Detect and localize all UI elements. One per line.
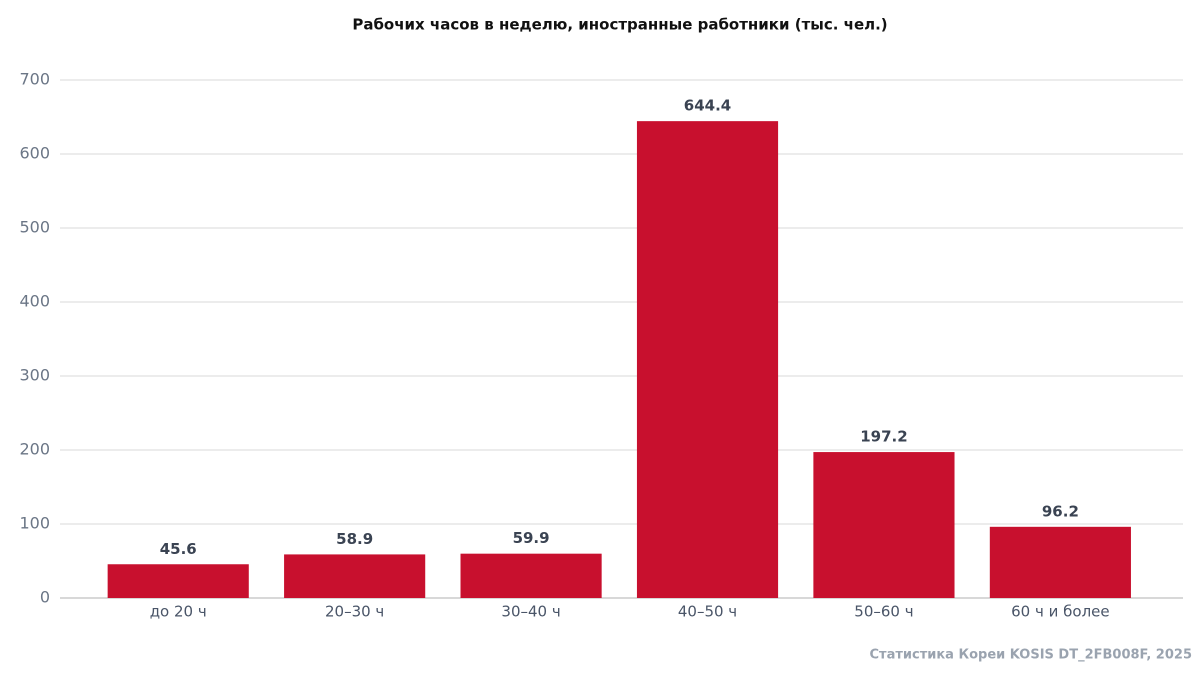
y-tick-label: 700 <box>19 70 50 89</box>
y-tick-label: 400 <box>19 292 50 311</box>
value-label: 644.4 <box>684 97 731 115</box>
y-tick-label: 100 <box>19 514 50 533</box>
value-label: 58.9 <box>336 530 373 548</box>
y-tick-label: 500 <box>19 218 50 237</box>
bar <box>107 564 249 598</box>
bar <box>460 553 602 598</box>
x-tick-label: 60 ч и более <box>1011 603 1109 621</box>
y-tick-label: 200 <box>19 440 50 459</box>
x-tick-label: 20–30 ч <box>325 603 384 621</box>
bar <box>989 526 1131 598</box>
y-tick-label: 600 <box>19 144 50 163</box>
x-tick-label: 40–50 ч <box>678 603 737 621</box>
x-tick-label: 30–40 ч <box>501 603 560 621</box>
value-label: 96.2 <box>1042 502 1079 520</box>
chart-title: Рабочих часов в неделю, иностранные рабо… <box>352 16 887 34</box>
x-tick-label: 50–60 ч <box>854 603 913 621</box>
x-tick-label: до 20 ч <box>150 603 207 621</box>
bar <box>284 554 426 598</box>
bar <box>636 121 779 599</box>
value-label: 59.9 <box>513 529 550 547</box>
y-tick-label: 0 <box>40 588 50 607</box>
y-tick-label: 300 <box>19 366 50 385</box>
value-label: 45.6 <box>160 540 197 558</box>
source: Статистика Кореи KOSIS DT_2FB008F, 2025 <box>870 648 1192 663</box>
value-label: 197.2 <box>860 428 907 446</box>
bar <box>813 452 955 598</box>
